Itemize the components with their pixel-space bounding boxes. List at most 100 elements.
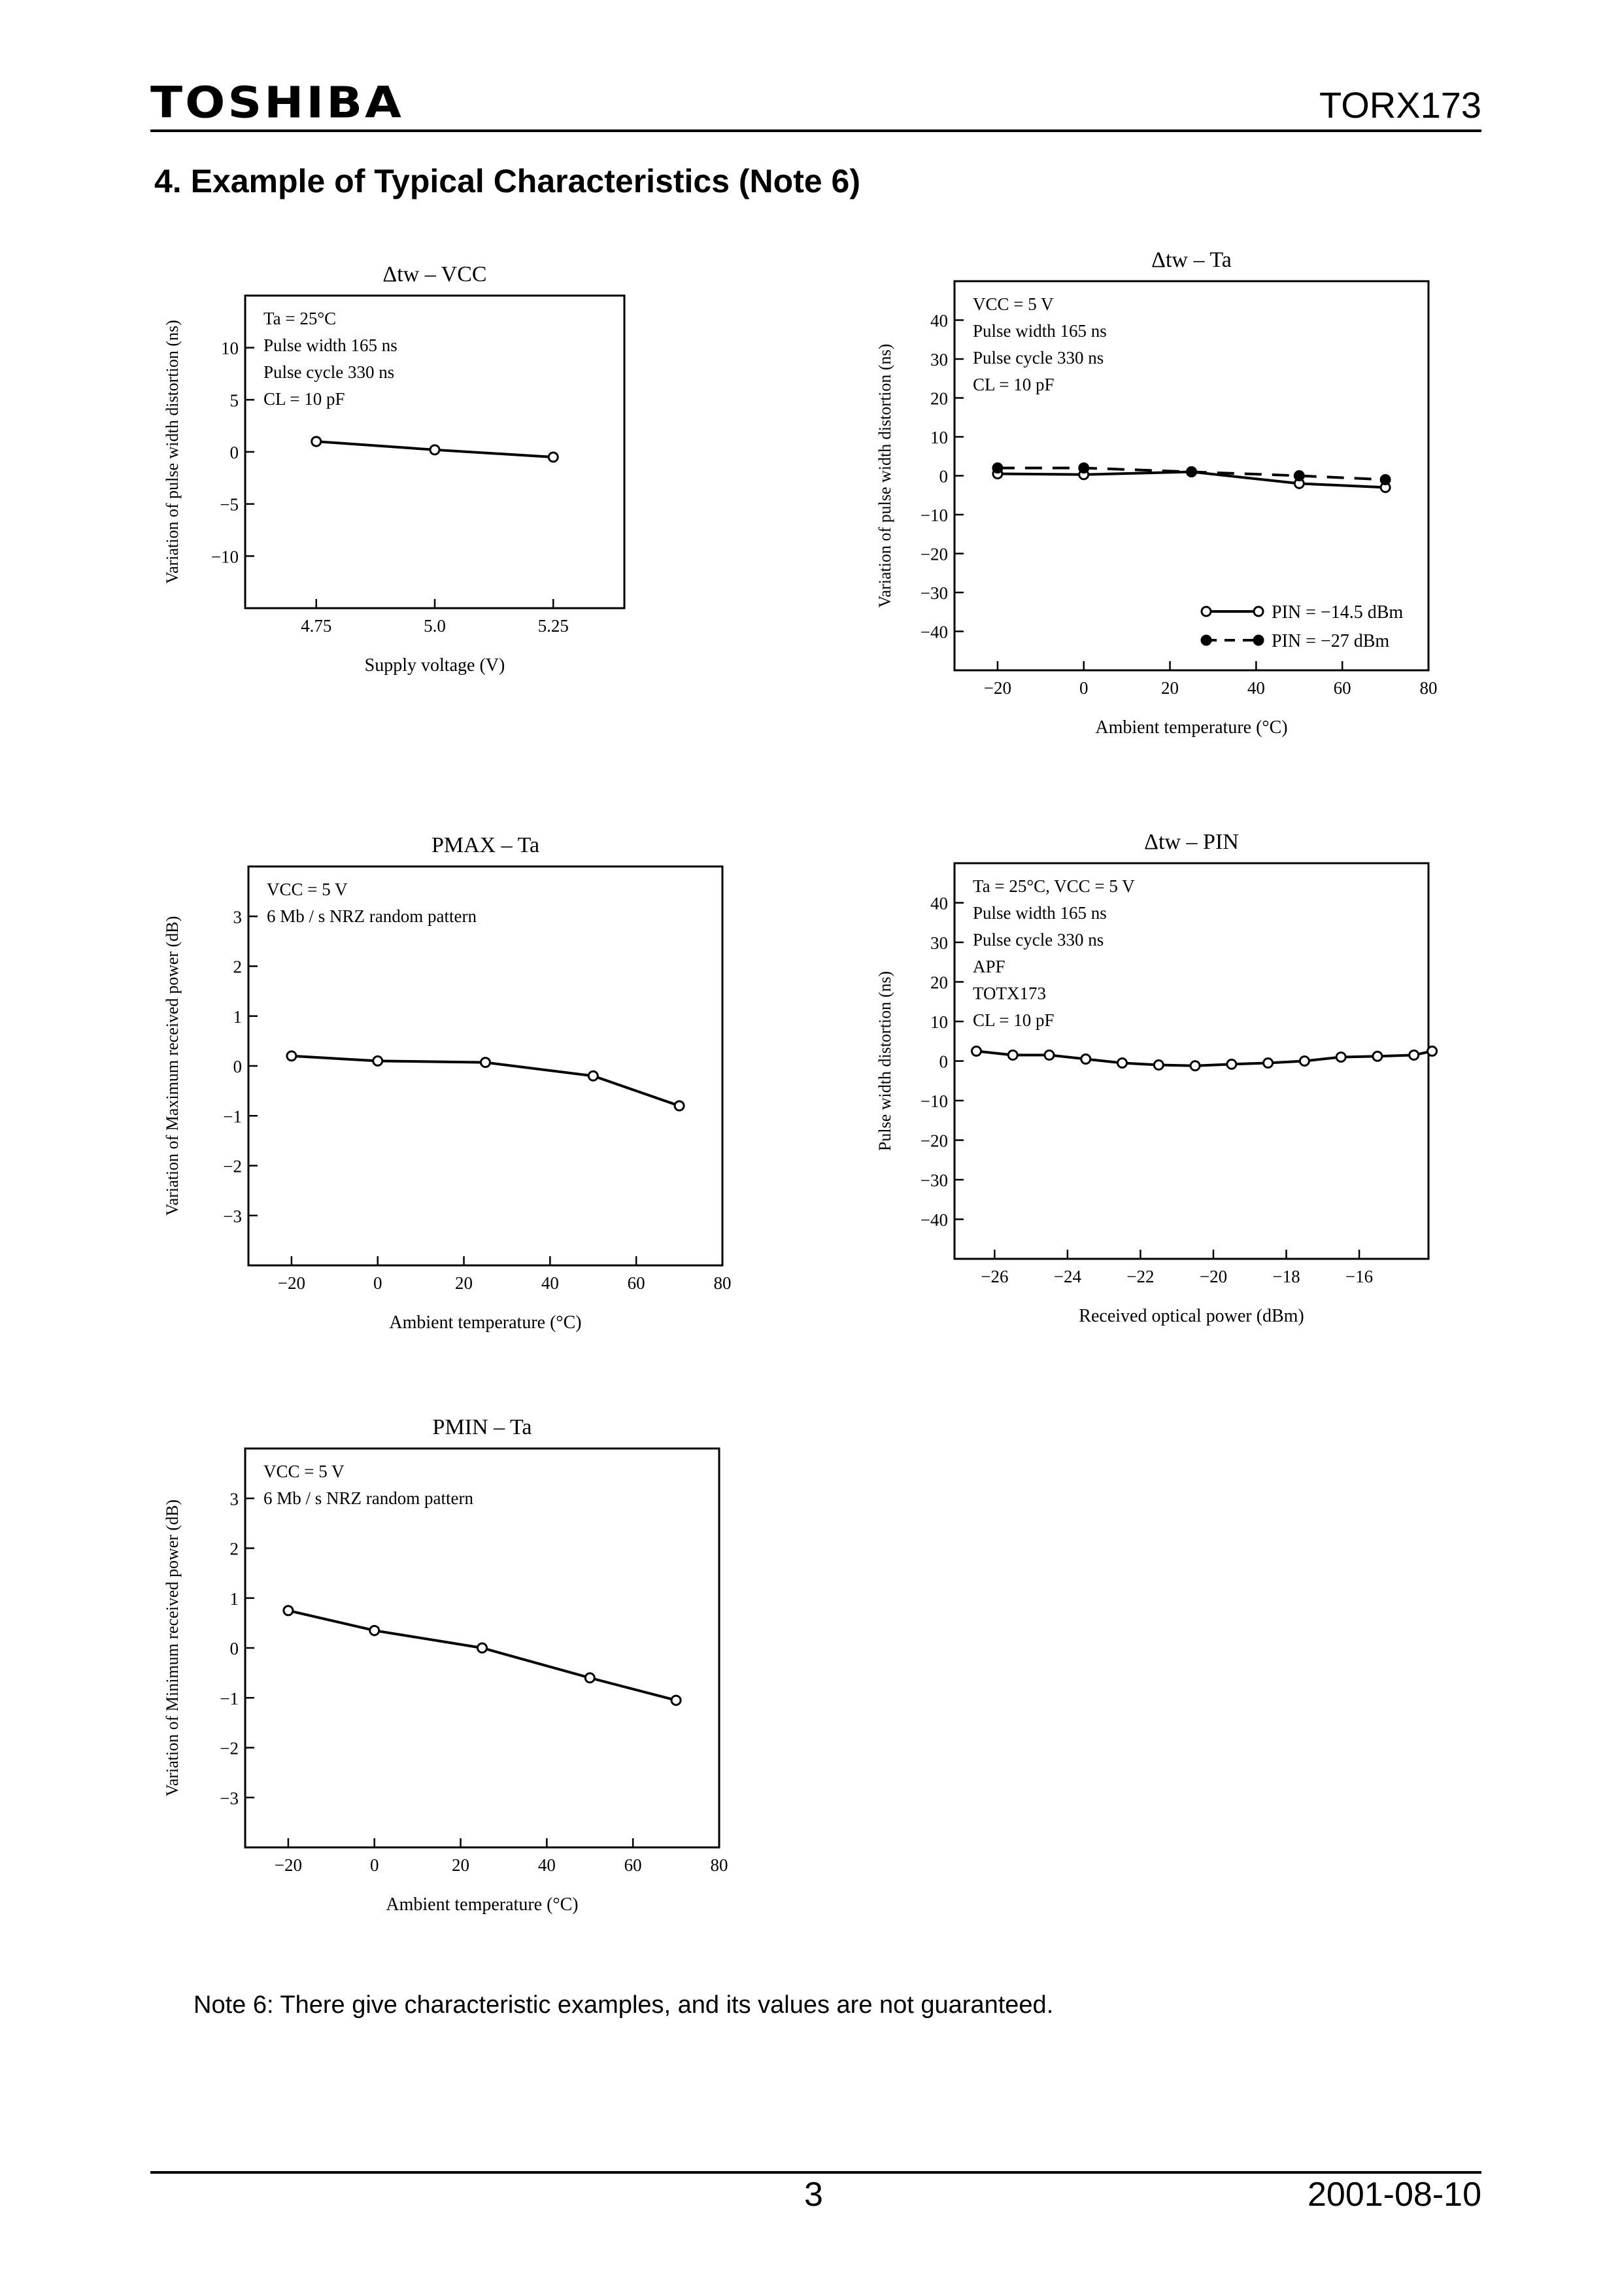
y-tick-label: −2: [220, 1739, 239, 1758]
data-point: [311, 436, 322, 447]
y-axis-label: Variation of pulse width distortion (ns): [875, 344, 894, 608]
x-axis-label: Ambient temperature (°C): [386, 1894, 578, 1915]
x-tick-label: −20: [1200, 1267, 1227, 1286]
y-tick-label: −1: [223, 1106, 242, 1126]
x-tick-label: 20: [1161, 678, 1179, 698]
x-tick-label: −22: [1126, 1267, 1154, 1286]
x-tick-label: −16: [1345, 1267, 1373, 1286]
y-tick-label: 20: [930, 389, 948, 409]
y-tick-label: 40: [930, 894, 948, 914]
data-point: [1117, 1057, 1128, 1069]
data-point: [1043, 1049, 1055, 1061]
y-tick-label: 1: [233, 1007, 243, 1027]
condition-text: VCC = 5 V: [267, 880, 348, 899]
y-tick-label: −20: [921, 1131, 948, 1151]
x-axis-label: Supply voltage (V): [365, 655, 505, 676]
y-tick-label: −3: [220, 1789, 239, 1808]
data-point: [369, 1624, 380, 1636]
chart-dtw-vcc: Δtw – VCC 10 5 0 −5 −10 4.75 5.0 5.25 Supply volt…: [163, 262, 626, 676]
condition-text: Pulse cycle 330 ns: [973, 930, 1104, 950]
y-axis-label: Variation of Minimum received power (dB): [163, 1499, 182, 1796]
y-tick-label: −20: [921, 545, 948, 564]
legend-label: PIN = −14.5 dBm: [1272, 602, 1403, 623]
data-point: [1186, 466, 1197, 478]
part-number: TORX173: [1319, 84, 1481, 126]
x-tick-label: 80: [714, 1273, 732, 1293]
condition-text: Ta = 25°C: [263, 309, 336, 328]
x-tick-label: −20: [275, 1855, 302, 1875]
data-point: [1078, 462, 1090, 474]
y-tick-label: −10: [211, 547, 239, 566]
y-tick-label: 20: [930, 973, 948, 993]
condition-text: Ta = 25°C, VCC = 5 V: [973, 876, 1135, 896]
y-tick-label: −3: [223, 1207, 242, 1226]
x-tick-label: 40: [538, 1855, 556, 1875]
data-point: [992, 462, 1004, 474]
document-date: 2001-08-10: [1308, 2176, 1481, 2214]
x-axis-label: Received optical power (dBm): [1079, 1306, 1304, 1326]
y-tick-label: −5: [220, 495, 239, 515]
legend-marker: [1253, 606, 1264, 617]
x-axis-label: Ambient temperature (°C): [389, 1312, 581, 1333]
note-6: Note 6: There give characteristic exampl…: [194, 1991, 1054, 2019]
data-point: [480, 1057, 491, 1069]
condition-text: 6 Mb / s NRZ random pattern: [263, 1488, 473, 1508]
page-number: 3: [804, 2176, 823, 2214]
data-point: [970, 1045, 982, 1057]
data-point: [547, 451, 559, 463]
data-point: [1293, 470, 1305, 481]
x-axis-label: Ambient temperature (°C): [1095, 717, 1287, 738]
y-tick-label: 1: [230, 1589, 239, 1609]
y-tick-label: 40: [930, 311, 948, 331]
condition-text: CL = 10 pF: [973, 1010, 1055, 1030]
chart-title: Δtw – VCC: [382, 262, 486, 286]
data-point: [1427, 1045, 1438, 1057]
x-tick-label: 80: [711, 1855, 728, 1875]
data-point: [587, 1070, 599, 1082]
x-tick-label: 40: [541, 1273, 559, 1293]
y-tick-label: 3: [233, 907, 243, 927]
data-point: [1379, 473, 1391, 485]
y-tick-label: −10: [921, 1091, 948, 1111]
data-point: [1080, 1053, 1092, 1065]
footer-rule: [150, 2171, 1481, 2174]
header-rule: [150, 129, 1481, 132]
condition-text: VCC = 5 V: [263, 1462, 345, 1481]
x-tick-label: 40: [1247, 678, 1265, 698]
data-point: [282, 1605, 294, 1617]
x-tick-label: −20: [278, 1273, 305, 1293]
condition-text: Pulse cycle 330 ns: [263, 362, 394, 382]
condition-text: Pulse cycle 330 ns: [973, 348, 1104, 368]
y-tick-label: 0: [939, 467, 949, 487]
series-line-1: [976, 1050, 1433, 1067]
x-tick-label: 0: [1079, 678, 1089, 698]
y-tick-label: 0: [230, 1639, 239, 1658]
y-tick-label: −30: [921, 1171, 948, 1190]
y-tick-label: 2: [233, 957, 243, 977]
x-tick-label: 80: [1420, 678, 1438, 698]
x-tick-label: 20: [455, 1273, 473, 1293]
y-tick-label: −1: [220, 1688, 239, 1708]
data-point: [673, 1100, 685, 1112]
y-tick-label: 0: [939, 1052, 949, 1072]
y-tick-label: −2: [223, 1157, 242, 1176]
x-tick-label: 0: [373, 1273, 382, 1293]
x-tick-label: −20: [984, 678, 1011, 698]
y-tick-label: 5: [230, 390, 239, 410]
legend-marker: [1200, 634, 1212, 646]
y-tick-label: −40: [921, 1210, 948, 1230]
x-tick-label: 4.75: [301, 616, 331, 636]
condition-text: CL = 10 pF: [973, 375, 1055, 394]
chart-title: PMIN – Ta: [433, 1415, 532, 1439]
chart-pmax-ta: PMAX – Ta 3 2 1 0 −1 −2 −3 −20 0 20 40 60 80 Ambient t…: [163, 833, 732, 1333]
section-title: 4. Example of Typical Characteristics (N…: [154, 163, 861, 199]
x-tick-label: 60: [1334, 678, 1351, 698]
toshiba-logo: TOSHIBA: [150, 77, 404, 128]
y-tick-label: −10: [921, 505, 948, 525]
condition-text: 6 Mb / s NRZ random pattern: [267, 906, 477, 926]
data-point: [1226, 1058, 1238, 1070]
condition-text: Pulse width 165 ns: [263, 335, 397, 355]
x-tick-label: −18: [1272, 1267, 1300, 1286]
y-tick-label: 3: [230, 1489, 239, 1509]
legend-label: PIN = −27 dBm: [1272, 631, 1389, 651]
